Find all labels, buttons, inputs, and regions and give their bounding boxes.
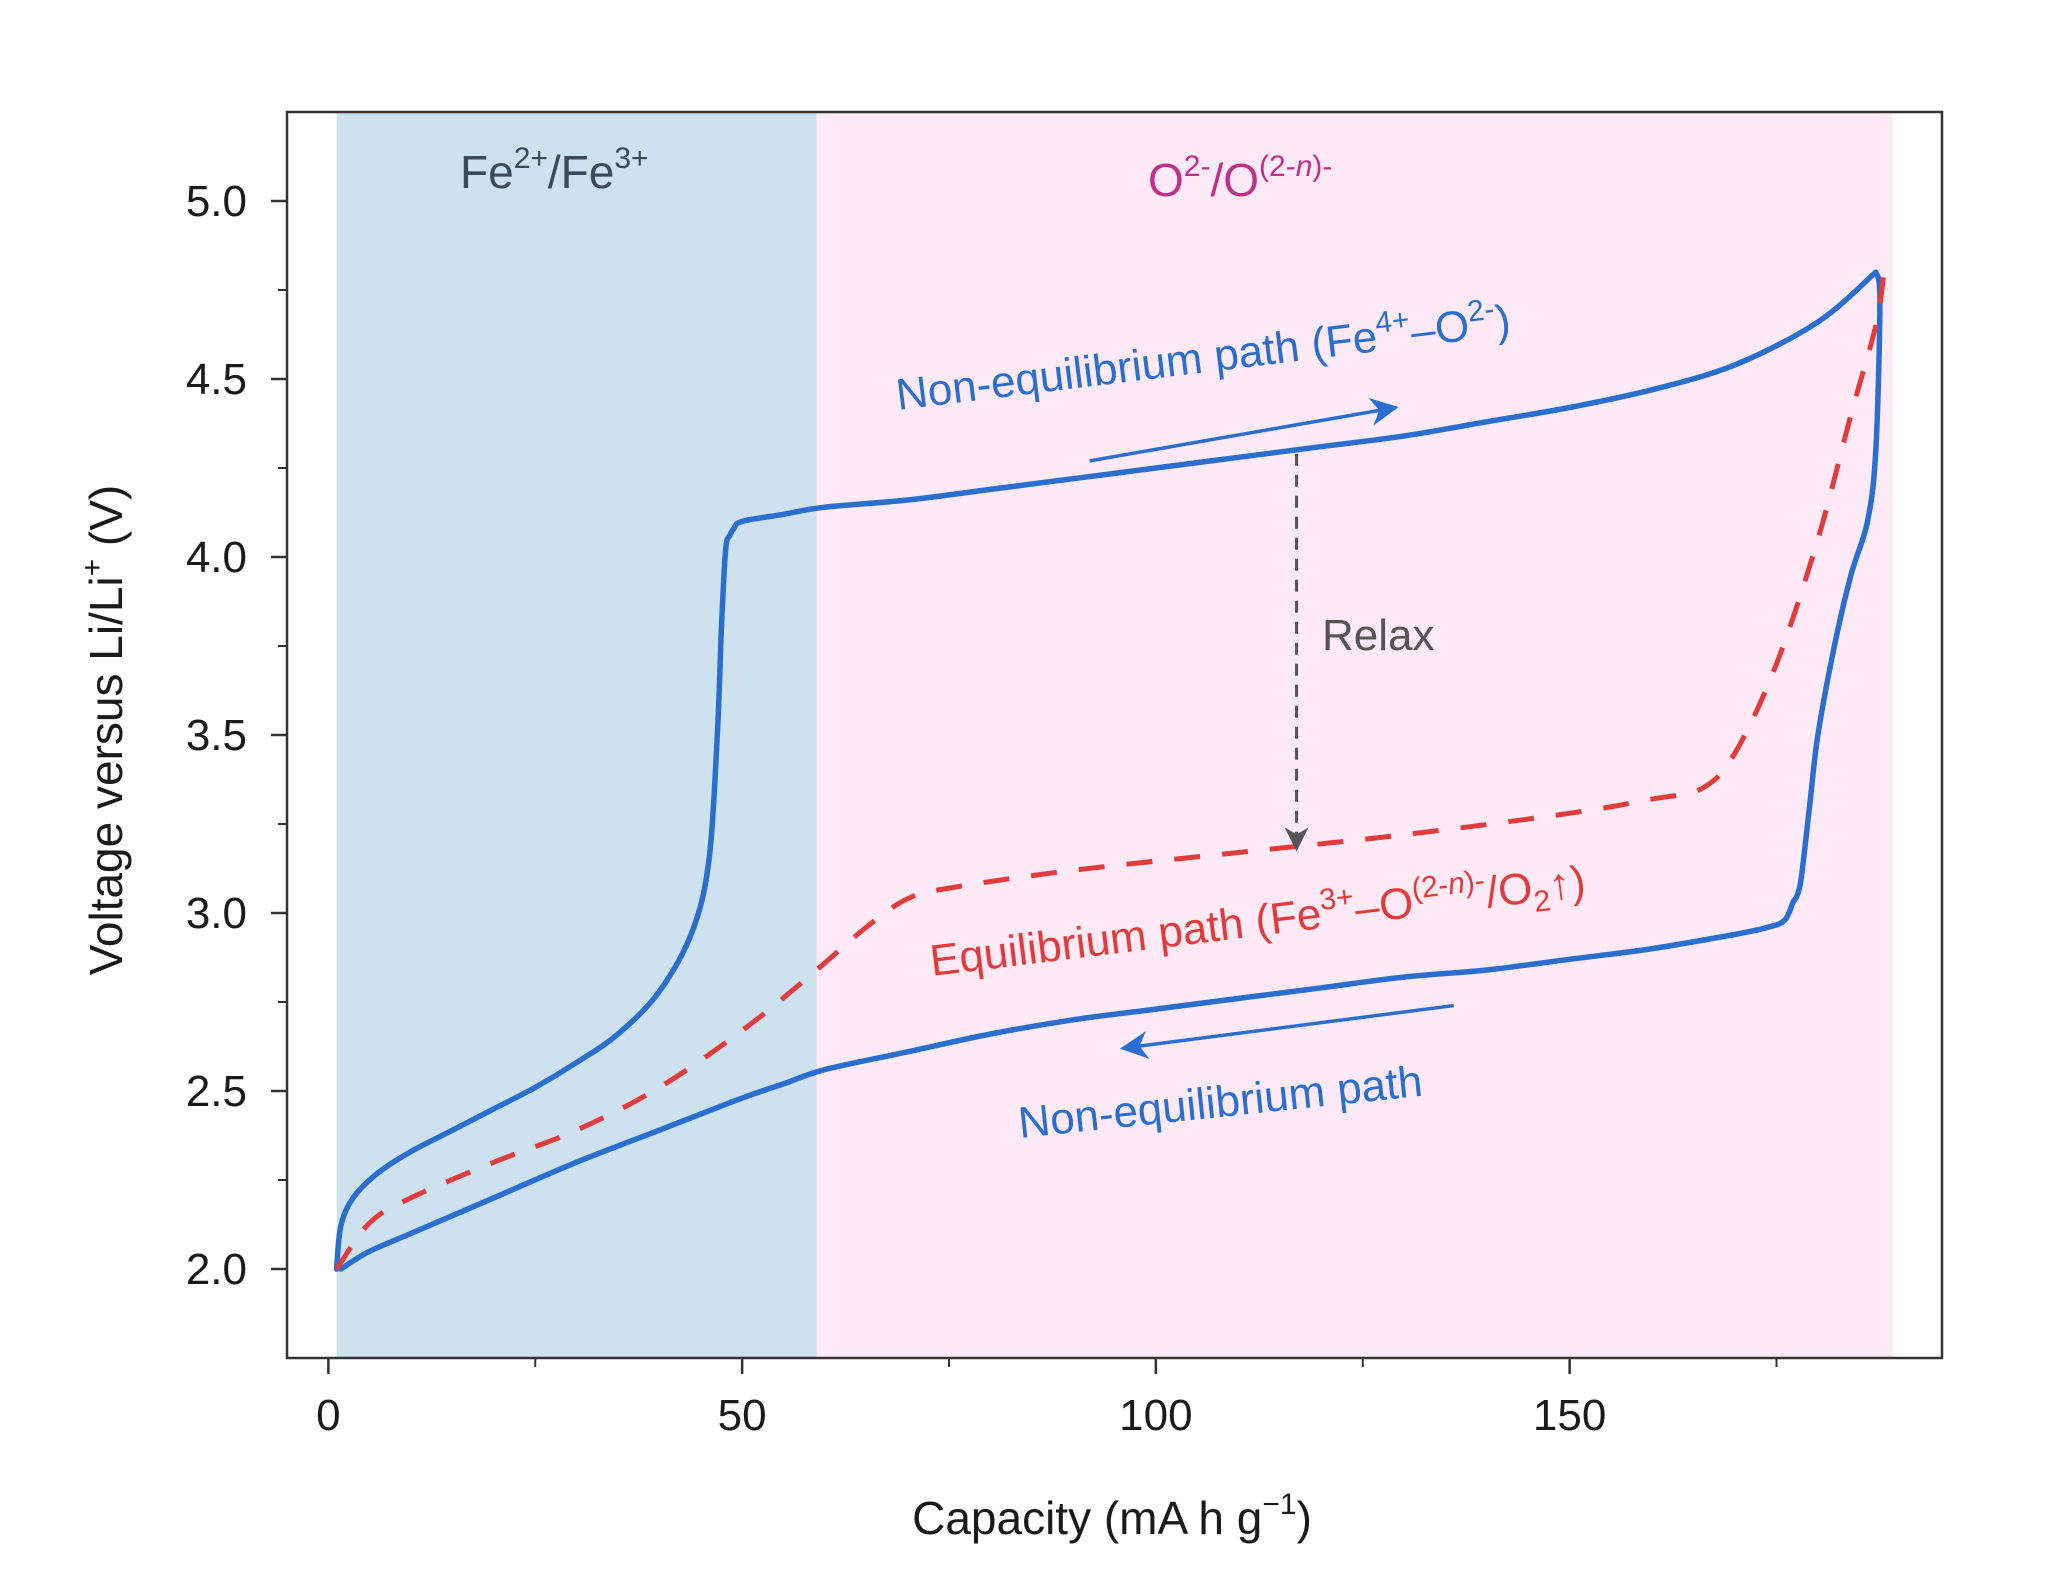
y-tick-label: 4.0	[186, 533, 247, 582]
non-equilibrium-curve-1	[338, 269, 1883, 1272]
discharge-direction-arrow	[1119, 1003, 1454, 1059]
x-tick-label: 0	[316, 1391, 340, 1440]
non-equilibrium-curve-0	[333, 269, 1879, 1272]
ticks-layer: 2.0 2.5 3.0 3.5 4.0 4.5 5.0 0 50 100 150	[186, 177, 1778, 1440]
y-tick-label: 4.5	[186, 355, 247, 404]
arrows-layer	[1089, 398, 1454, 1059]
equilibrium-curve	[334, 271, 1887, 1271]
regions-layer	[336, 112, 1893, 1358]
o-region-label: O2-/O(2-n)-	[1148, 150, 1332, 206]
plot-frame	[285, 110, 1944, 1360]
charge-direction-arrow	[1089, 398, 1399, 463]
series-layer	[333, 269, 1887, 1272]
x-tick-label: 50	[718, 1391, 767, 1440]
fe-region-label: Fe2+/Fe3+	[460, 142, 649, 198]
x-tick-label: 150	[1533, 1391, 1606, 1440]
fe-region	[336, 112, 817, 1358]
y-tick-label: 3.5	[186, 711, 247, 760]
y-tick-label: 3.0	[186, 889, 247, 938]
x-axis-title: Capacity (mA h g−1)	[912, 1488, 1312, 1544]
relax-label: Relax	[1322, 611, 1435, 660]
o-region	[816, 112, 1893, 1358]
y-tick-label: 5.0	[186, 177, 247, 226]
y-tick-label: 2.5	[186, 1067, 247, 1116]
x-tick-label: 100	[1119, 1391, 1192, 1440]
y-tick-label: 2.0	[186, 1245, 247, 1294]
y-axis-title: Voltage versus Li/Li+ (V)	[76, 485, 132, 976]
